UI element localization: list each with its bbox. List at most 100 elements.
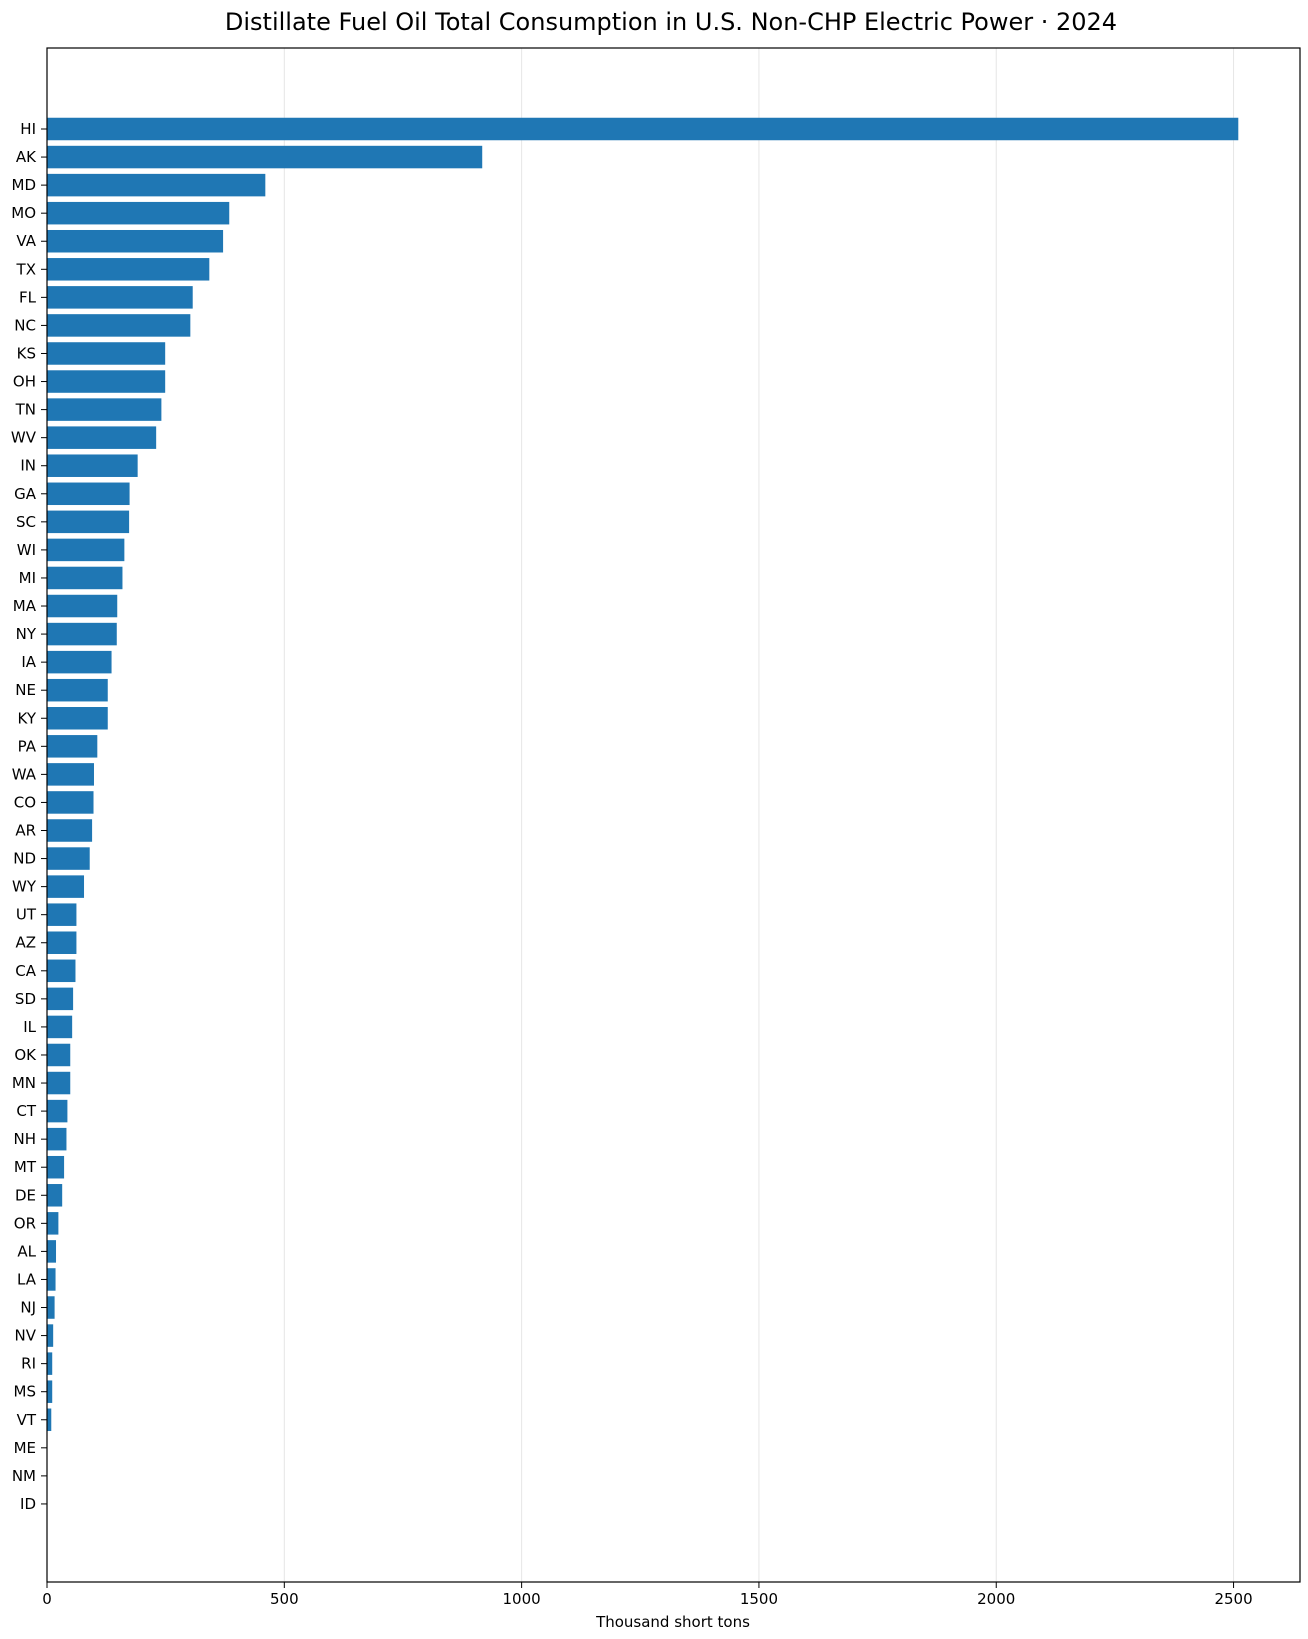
x-tick-label: 2000 <box>977 1590 1015 1608</box>
y-tick-label: NY <box>16 625 37 643</box>
bar-ak <box>47 145 483 169</box>
bar-ri <box>47 1352 53 1375</box>
bar-oh <box>47 370 166 393</box>
bar-md <box>47 173 266 197</box>
bar-wv <box>47 426 157 449</box>
y-tick-label: ME <box>14 1439 36 1457</box>
bar-ok <box>47 1043 71 1067</box>
y-tick-label: SC <box>16 513 36 531</box>
y-tick-label: CA <box>15 962 36 980</box>
y-tick-label: NV <box>15 1327 37 1345</box>
bar-mn <box>47 1071 71 1095</box>
x-tick-label: 0 <box>42 1590 52 1608</box>
y-tick-label: IA <box>21 653 36 671</box>
bar-wi <box>47 538 125 562</box>
bars <box>47 117 1239 1516</box>
bar-ks <box>47 342 166 365</box>
y-tick-label: MD <box>12 176 37 194</box>
bar-nd <box>47 847 90 870</box>
bar-nh <box>47 1127 67 1151</box>
bar-ms <box>47 1380 53 1403</box>
bar-hi <box>47 117 1239 141</box>
y-tick-label: WA <box>12 765 37 783</box>
y-tick-label: OK <box>14 1046 37 1064</box>
bar-in <box>47 454 138 477</box>
bar-ma <box>47 594 118 618</box>
y-tick-label: AK <box>16 148 37 166</box>
y-tick-label: MN <box>12 1074 36 1092</box>
y-tick-label: AZ <box>15 934 36 952</box>
bar-va <box>47 229 224 253</box>
x-axis: 0 500 1000 1500 2000 2500 <box>42 1582 1253 1608</box>
bar-la <box>47 1268 56 1291</box>
y-tick-label: AR <box>15 822 36 840</box>
y-tick-label: PA <box>18 737 37 755</box>
y-tick-label: WI <box>17 541 36 559</box>
x-axis-label: Thousand short tons <box>595 1613 750 1631</box>
x-tick-label: 1500 <box>740 1590 778 1608</box>
bar-nj <box>47 1296 55 1319</box>
x-tick-label: 500 <box>270 1590 299 1608</box>
bar-co <box>47 791 94 814</box>
y-tick-label: OR <box>14 1214 36 1232</box>
y-tick-label: TX <box>16 260 36 278</box>
y-tick-label: UT <box>16 906 37 924</box>
y-tick-label: SD <box>15 990 36 1008</box>
bar-ia <box>47 650 112 674</box>
bar-nv <box>47 1324 54 1347</box>
y-tick-label: NC <box>14 316 36 334</box>
y-tick-label: NH <box>14 1130 37 1148</box>
y-tick-label: DE <box>15 1186 36 1204</box>
y-tick-label: NE <box>15 681 36 699</box>
bar-mt <box>47 1155 65 1179</box>
bar-sd <box>47 987 74 1011</box>
bar-az <box>47 931 77 954</box>
y-tick-label: OH <box>13 373 36 391</box>
bar-tx <box>47 258 210 281</box>
y-tick-label: KY <box>18 709 37 727</box>
bar-pa <box>47 735 98 758</box>
y-tick-label: NJ <box>20 1299 36 1317</box>
bar-ny <box>47 622 117 646</box>
y-tick-label: HI <box>20 120 36 138</box>
bar-ne <box>47 678 108 702</box>
y-tick-label: CO <box>14 793 36 811</box>
y-tick-label: MI <box>19 569 36 587</box>
y-tick-label: MA <box>13 597 37 615</box>
y-tick-label: RI <box>21 1355 36 1373</box>
y-tick-label: MO <box>11 204 36 222</box>
y-tick-label: FL <box>19 288 37 306</box>
y-tick-label: LA <box>17 1270 37 1288</box>
bar-ca <box>47 959 76 983</box>
bar-ga <box>47 482 130 506</box>
x-tick-label: 1000 <box>503 1590 541 1608</box>
chart-title: Distillate Fuel Oil Total Consumption in… <box>225 8 1117 36</box>
y-tick-label: KS <box>17 344 36 362</box>
y-tick-label: MS <box>14 1383 36 1401</box>
bar-ky <box>47 707 108 730</box>
bar-ut <box>47 903 77 926</box>
bar-ct <box>47 1099 68 1123</box>
y-tick-label: VT <box>17 1411 37 1429</box>
y-tick-label: WY <box>12 878 37 896</box>
bar-il <box>47 1015 73 1039</box>
bar-fl <box>47 286 193 309</box>
y-tick-label: IN <box>20 457 36 475</box>
bar-mo <box>47 201 230 225</box>
y-tick-label: WV <box>11 429 37 447</box>
y-tick-label: ND <box>13 850 36 868</box>
y-tick-label: MT <box>14 1158 37 1176</box>
x-tick-label: 2500 <box>1214 1590 1252 1608</box>
bar-de <box>47 1184 63 1207</box>
bar-al <box>47 1240 57 1263</box>
bar-sc <box>47 510 130 534</box>
bar-vt <box>47 1408 52 1432</box>
y-tick-label: NM <box>12 1467 36 1485</box>
y-tick-label: IL <box>23 1018 36 1036</box>
bar-tn <box>47 398 162 421</box>
bar-ar <box>47 819 93 842</box>
y-tick-label: AL <box>17 1242 36 1260</box>
plot-frame <box>46 47 1301 1583</box>
y-tick-label: TN <box>15 401 36 419</box>
